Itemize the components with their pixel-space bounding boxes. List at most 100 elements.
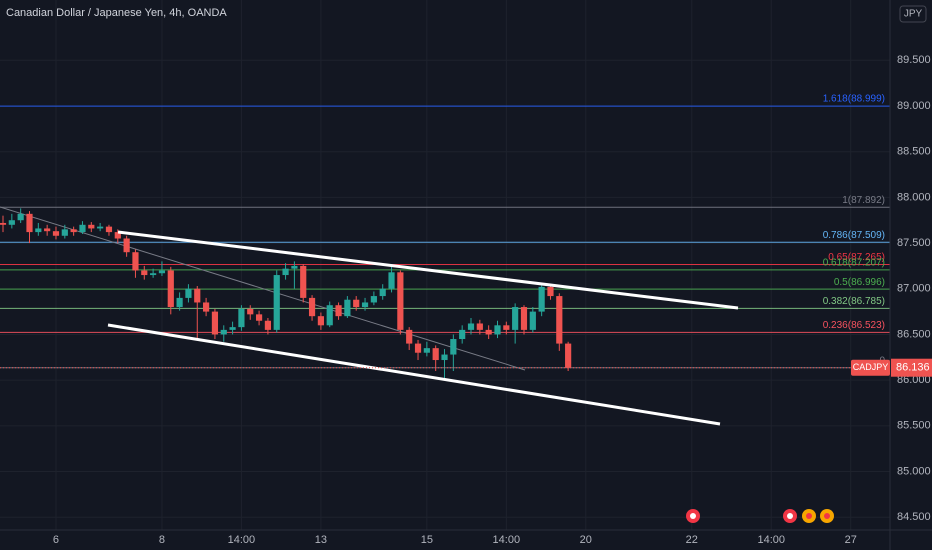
candle-body xyxy=(520,307,528,330)
y-tick-label: 89.500 xyxy=(897,54,931,66)
candle-body xyxy=(467,323,475,330)
y-tick-label: 86.000 xyxy=(897,374,931,386)
price-tag-box xyxy=(891,358,932,377)
candles xyxy=(0,208,572,381)
event-icon-dot xyxy=(690,513,696,519)
lower-channel-line xyxy=(107,323,721,426)
chart-title: Canadian Dollar / Japanese Yen, 4h, OAND… xyxy=(6,7,227,19)
candle-body xyxy=(123,238,130,253)
y-tick-label: 84.500 xyxy=(897,511,931,523)
candle-body xyxy=(264,320,272,330)
candle-body xyxy=(105,226,113,233)
x-tick-label: 6 xyxy=(53,534,59,546)
candle-body xyxy=(211,311,219,335)
x-tick-label: 27 xyxy=(845,534,857,546)
candle-body xyxy=(353,299,360,308)
x-tick-label: 14:00 xyxy=(228,534,256,546)
candle-body xyxy=(512,307,519,330)
candle-body xyxy=(317,316,324,326)
fib-trend-line xyxy=(0,206,526,371)
y-tick-label: 86.500 xyxy=(897,328,931,340)
candle-body xyxy=(414,343,422,353)
y-tick-label: 87.000 xyxy=(897,283,931,295)
candle-body xyxy=(0,222,7,225)
candle-body xyxy=(114,232,121,239)
candle-body xyxy=(308,297,316,317)
fib-label: 0.236(86.523) xyxy=(823,320,885,331)
candle-body xyxy=(485,329,492,335)
candle-body xyxy=(17,213,24,221)
candle-body xyxy=(450,339,457,355)
fib-label: 0.786(87.509) xyxy=(823,230,885,241)
fib-label: 0.65(87.265) xyxy=(828,252,885,263)
candle-body xyxy=(194,288,201,303)
candle-body xyxy=(229,327,236,330)
candle-body xyxy=(547,286,554,297)
y-tick-label: 88.500 xyxy=(897,146,931,158)
y-tick-label: 87.500 xyxy=(897,237,931,249)
candle-body xyxy=(26,213,33,233)
candle-body xyxy=(291,265,298,269)
candle-body xyxy=(141,270,148,276)
candle-body xyxy=(370,296,377,303)
candle-body xyxy=(361,302,369,308)
x-tick-label: 20 xyxy=(580,534,592,546)
fib-label: 1.618(88.999) xyxy=(823,94,885,105)
candle-body xyxy=(441,354,448,361)
candle-body xyxy=(70,229,77,233)
candle-body xyxy=(44,228,51,232)
candle-body xyxy=(459,329,466,340)
candle-body xyxy=(494,325,501,335)
axes: 84.500 85.000 85.500 86.000 86.500 87.000 87.5… xyxy=(53,54,931,546)
candle-body xyxy=(300,265,307,298)
x-tick-label: 14:00 xyxy=(493,534,521,546)
candle-body xyxy=(432,348,439,361)
candle-body xyxy=(185,288,192,298)
upper-channel-line xyxy=(117,230,739,310)
candle-body xyxy=(282,268,289,276)
candle-body xyxy=(97,226,104,229)
candle-body xyxy=(476,323,483,330)
y-tick-label: 88.000 xyxy=(897,191,931,203)
candle-body xyxy=(406,329,413,344)
fib-label: 0.382(86.785) xyxy=(823,296,885,307)
fib-label: 0.618(87.207) xyxy=(823,257,885,268)
candle-body xyxy=(388,272,395,289)
candle-body xyxy=(379,288,386,297)
candle-body xyxy=(238,308,245,328)
price-tag: CADJPY 86.136 xyxy=(0,358,932,377)
candle-body xyxy=(79,224,86,233)
candle-body xyxy=(158,270,166,274)
candle-body xyxy=(132,252,139,271)
x-tick-label: 15 xyxy=(421,534,433,546)
candle-body xyxy=(247,308,254,315)
candle-body xyxy=(565,343,572,368)
currency-box[interactable] xyxy=(899,5,927,23)
event-icon-dot xyxy=(806,513,812,519)
candle-body xyxy=(273,275,280,330)
y-tick-label: 85.000 xyxy=(897,465,931,477)
fib-label: 0.5(86.996) xyxy=(834,277,885,288)
candle-body xyxy=(203,302,210,312)
candle-body xyxy=(88,224,95,229)
candle-body xyxy=(538,286,545,312)
candle-body xyxy=(326,305,333,326)
candle-body xyxy=(423,348,430,353)
candle-body xyxy=(529,311,536,330)
candle-body xyxy=(255,314,263,321)
candle-body xyxy=(35,228,42,233)
candle-body xyxy=(556,296,563,344)
x-tick-label: 22 xyxy=(686,534,698,546)
candle-body xyxy=(167,270,174,308)
currency-label[interactable]: JPY xyxy=(904,9,923,20)
candle-body xyxy=(176,297,183,308)
candle-body xyxy=(8,220,15,225)
x-tick-label: 13 xyxy=(315,534,327,546)
symbol-tag xyxy=(851,359,890,376)
fib-label: 1(87.892) xyxy=(842,195,885,206)
candle-body xyxy=(220,329,227,335)
price-tag-label: 86.136 xyxy=(896,362,930,374)
candle-body xyxy=(344,299,351,317)
